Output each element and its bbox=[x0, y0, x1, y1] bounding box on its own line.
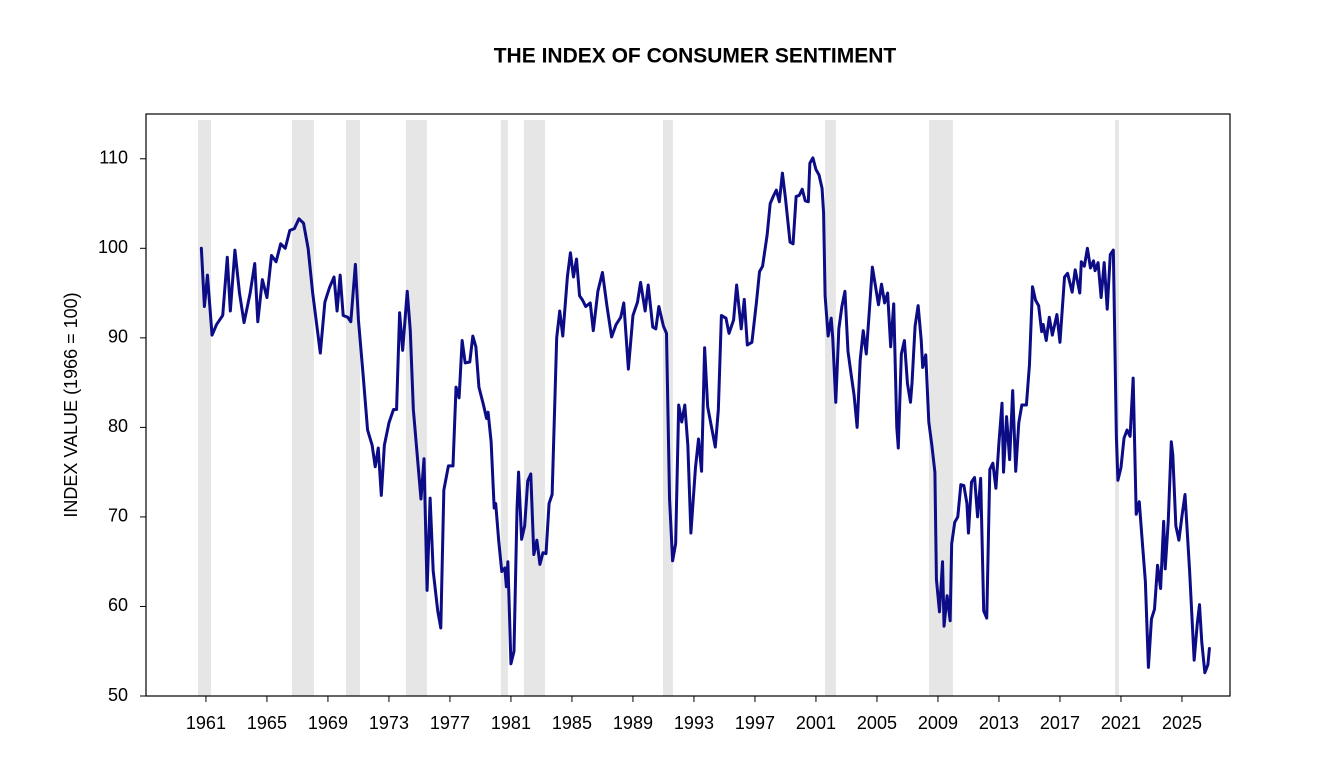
recession-band bbox=[501, 120, 508, 696]
x-tick-label: 2005 bbox=[857, 713, 897, 733]
x-tick-label: 1965 bbox=[247, 713, 287, 733]
recession-band bbox=[825, 120, 836, 696]
x-tick-label: 1993 bbox=[674, 713, 714, 733]
x-tick-label: 1977 bbox=[430, 713, 470, 733]
recession-band bbox=[346, 120, 360, 696]
y-tick-label: 70 bbox=[108, 506, 128, 526]
y-tick-label: 60 bbox=[108, 595, 128, 615]
recession-band bbox=[406, 120, 427, 696]
y-tick-label: 100 bbox=[98, 237, 128, 257]
x-tick-label: 2017 bbox=[1040, 713, 1080, 733]
x-tick-label: 2025 bbox=[1162, 713, 1202, 733]
y-tick-label: 50 bbox=[108, 685, 128, 705]
recession-band bbox=[198, 120, 211, 696]
recession-band bbox=[292, 120, 314, 696]
x-tick-label: 1961 bbox=[186, 713, 226, 733]
x-tick-label: 1989 bbox=[613, 713, 653, 733]
x-tick-label: 1997 bbox=[735, 713, 775, 733]
x-tick-label: 1969 bbox=[308, 713, 348, 733]
recession-band bbox=[524, 120, 545, 696]
x-tick-label: 2001 bbox=[796, 713, 836, 733]
x-tick-label: 1981 bbox=[491, 713, 531, 733]
x-tick-label: 1985 bbox=[552, 713, 592, 733]
y-tick-label: 80 bbox=[108, 416, 128, 436]
y-axis-label: INDEX VALUE (1966 = 100) bbox=[61, 292, 81, 517]
y-tick-label: 110 bbox=[99, 148, 128, 168]
x-tick-label: 2013 bbox=[979, 713, 1019, 733]
y-tick-label: 90 bbox=[108, 327, 128, 347]
x-tick-label: 2021 bbox=[1101, 713, 1141, 733]
x-tick-label: 2009 bbox=[918, 713, 958, 733]
x-tick-label: 1973 bbox=[369, 713, 409, 733]
chart-title: THE INDEX OF CONSUMER SENTIMENT bbox=[494, 45, 897, 68]
